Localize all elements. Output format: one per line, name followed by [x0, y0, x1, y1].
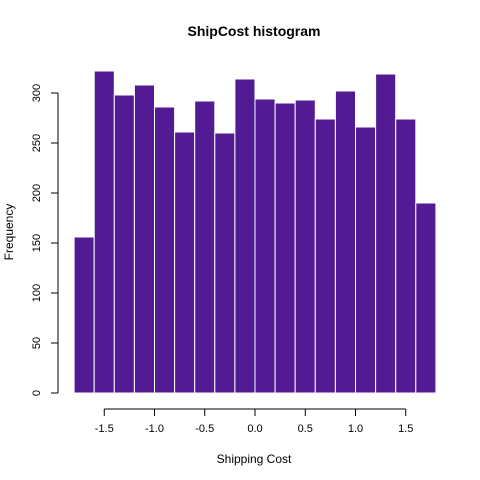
bars-group — [74, 71, 436, 393]
histogram-bar — [416, 203, 436, 393]
x-tick-label: 0.0 — [247, 423, 262, 435]
x-axis: -1.5 -1.0 -0.5 0.0 0.5 1.0 1.5 — [95, 409, 414, 435]
x-tick-label: -1.0 — [145, 423, 164, 435]
histogram-bar — [155, 107, 175, 393]
histogram-bar — [356, 127, 376, 393]
x-tick-label: -1.5 — [95, 423, 114, 435]
y-axis: 0 50 100 150 200 250 300 — [31, 84, 58, 396]
histogram-bar — [114, 95, 134, 393]
y-axis-label: Frequency — [2, 204, 16, 261]
x-tick-label: 1.0 — [348, 423, 363, 435]
histogram-bar — [195, 101, 215, 393]
y-tick-label: 100 — [31, 284, 43, 302]
y-tick-label: 250 — [31, 134, 43, 152]
y-tick-label: 300 — [31, 84, 43, 102]
y-tick-label: 50 — [31, 337, 43, 349]
x-tick-label: 1.5 — [398, 423, 413, 435]
x-tick-label: -0.5 — [195, 423, 214, 435]
y-tick-label: 0 — [31, 390, 43, 396]
y-tick-label: 200 — [31, 184, 43, 202]
chart-title: ShipCost histogram — [187, 23, 320, 39]
histogram-bar — [235, 79, 255, 393]
histogram-bar — [376, 74, 396, 393]
histogram-bar — [335, 91, 355, 393]
histogram-bar — [275, 103, 295, 393]
x-axis-label: Shipping Cost — [217, 452, 292, 466]
histogram-bar — [134, 85, 154, 393]
histogram-bar — [175, 132, 195, 393]
histogram-bar — [215, 133, 235, 393]
histogram-bar — [94, 71, 114, 393]
histogram-bar — [315, 119, 335, 393]
histogram-bar — [295, 100, 315, 393]
histogram-bar — [396, 119, 416, 393]
y-tick-label: 150 — [31, 234, 43, 252]
histogram-bar — [74, 237, 94, 393]
x-tick-label: 0.5 — [298, 423, 313, 435]
histogram-bar — [255, 99, 275, 393]
